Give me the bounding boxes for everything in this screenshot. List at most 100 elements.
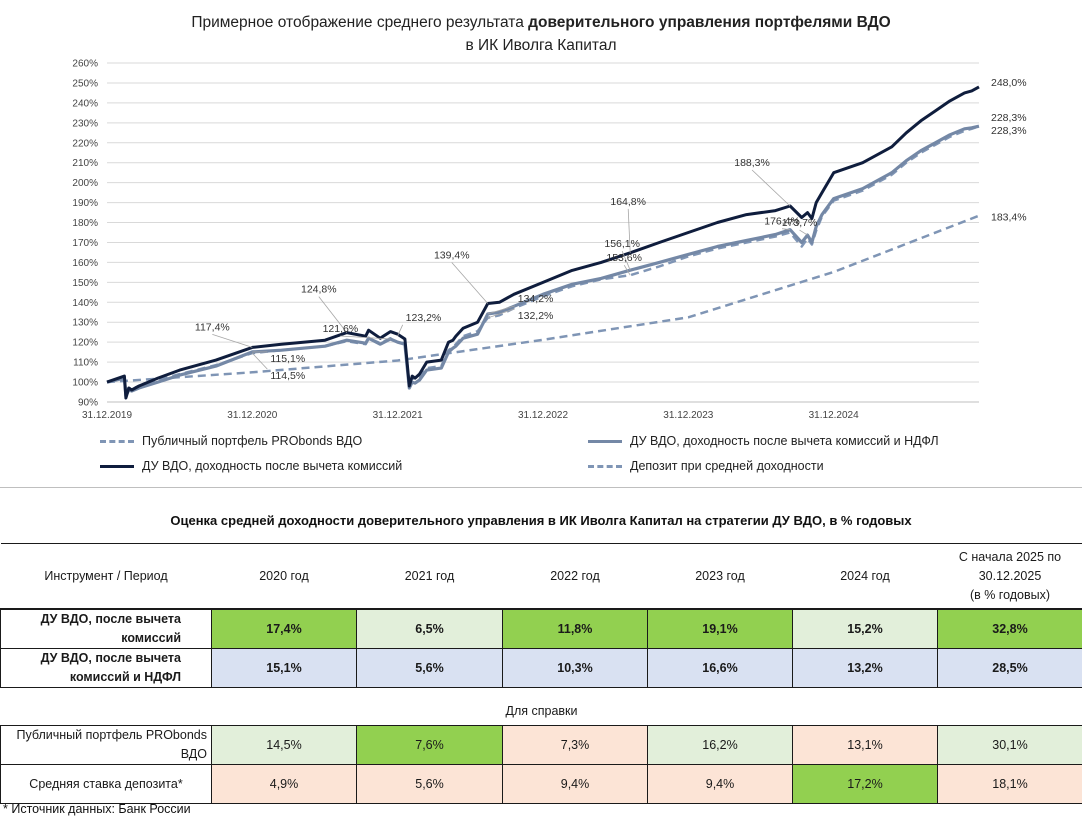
value-cell: 11,8% bbox=[502, 608, 648, 649]
value-cell: 9,4% bbox=[647, 764, 793, 804]
header-period: 2023 год bbox=[647, 543, 793, 610]
returns-table: Инструмент / Период 2020 год 2021 год 20… bbox=[0, 543, 1082, 804]
value-cell: 16,6% bbox=[647, 648, 793, 688]
chart-area: Примерное отображение среднего результат… bbox=[0, 14, 1082, 488]
annotation-leader bbox=[340, 335, 391, 340]
value-cell: 13,1% bbox=[792, 725, 938, 765]
legend-swatch bbox=[100, 439, 134, 443]
table-row: Публичный портфель PRObonds ВДО 14,5% 7,6… bbox=[0, 725, 1082, 765]
header-instrument: Инструмент / Период bbox=[0, 543, 212, 610]
y-tick-label: 190% bbox=[72, 198, 98, 209]
data-label: 228,3% bbox=[991, 125, 1027, 137]
legend-label: Депозит при средней доходности bbox=[630, 459, 824, 473]
y-tick-label: 260% bbox=[72, 59, 98, 70]
row-label: Средняя ставка депозита* bbox=[0, 764, 212, 804]
x-tick-label: 31.12.2022 bbox=[518, 410, 568, 421]
chart-title-line-2: в ИК Иволга Капитал bbox=[465, 37, 617, 54]
legend-label: ДУ ВДО, доходность после вычета комиссий… bbox=[630, 434, 939, 448]
x-tick-label: 31.12.2024 bbox=[809, 410, 859, 421]
data-label: 115,1% bbox=[270, 353, 305, 365]
header-ytd-line: С начала 2025 по bbox=[958, 549, 1062, 564]
header-period: 2021 год bbox=[356, 543, 503, 610]
value-cell: 7,6% bbox=[356, 725, 503, 765]
value-cell: 28,5% bbox=[937, 648, 1082, 688]
annotation-leader bbox=[487, 308, 515, 319]
value-cell: 16,2% bbox=[647, 725, 793, 765]
legend-item-public-portfolio: Публичный портфель PRObonds ВДО bbox=[100, 432, 362, 450]
y-tick-label: 130% bbox=[72, 318, 98, 329]
header-ytd-line: 30.12.2025 bbox=[978, 568, 1042, 583]
data-label: 114,5% bbox=[270, 370, 305, 382]
annotation-leader bbox=[621, 251, 631, 271]
row-label: Публичный портфель PRObonds ВДО bbox=[0, 725, 212, 765]
data-label: 228,3% bbox=[991, 112, 1027, 124]
header-ytd: С начала 2025 по 30.12.2025 (в % годовых… bbox=[937, 543, 1082, 610]
value-cell: 30,1% bbox=[937, 725, 1082, 765]
row-label: ДУ ВДО, после вычета комиссий bbox=[0, 608, 212, 649]
legend-item-du-after-fees: ДУ ВДО, доходность после вычета комиссий bbox=[100, 457, 402, 475]
annotation-leader bbox=[451, 262, 489, 304]
y-tick-label: 160% bbox=[72, 258, 98, 269]
annotation-leader bbox=[782, 228, 791, 231]
legend-swatch bbox=[100, 464, 134, 468]
value-cell: 18,1% bbox=[937, 764, 1082, 804]
data-label: 173,7% bbox=[782, 217, 818, 229]
header-period: 2022 год bbox=[502, 543, 648, 610]
table-row: ДУ ВДО, после вычета комиссий и НДФЛ 15,1… bbox=[0, 648, 1082, 688]
y-tick-label: 140% bbox=[72, 298, 98, 309]
value-cell: 13,2% bbox=[792, 648, 938, 688]
series-line bbox=[106, 214, 980, 384]
annotation-leader bbox=[623, 264, 631, 276]
header-ytd-line: (в % годовых) bbox=[969, 587, 1051, 602]
annotation-leader bbox=[212, 333, 253, 348]
value-cell: 6,5% bbox=[356, 608, 503, 649]
y-tick-label: 250% bbox=[72, 78, 98, 89]
annotation-leader bbox=[627, 208, 631, 253]
data-label: 123,2% bbox=[406, 312, 442, 324]
y-tick-label: 230% bbox=[72, 118, 98, 129]
value-cell: 17,2% bbox=[792, 764, 938, 804]
legend-item-du-after-fees-and-tax: ДУ ВДО, доходность после вычета комиссий… bbox=[588, 432, 939, 450]
annotation-leader bbox=[397, 324, 404, 336]
legend-item-deposit: Депозит при средней доходности bbox=[588, 457, 824, 475]
data-label: 153,6% bbox=[606, 252, 642, 264]
reference-label-row: Для справки bbox=[0, 687, 1082, 726]
chart-title-line-1: Примерное отображение среднего результат… bbox=[191, 14, 891, 31]
table-row: ДУ ВДО, после вычета комиссий 17,4% 6,5% … bbox=[0, 608, 1082, 649]
data-label: 183,4% bbox=[991, 212, 1027, 224]
value-cell: 19,1% bbox=[647, 608, 793, 649]
legend-label: Публичный портфель PRObonds ВДО bbox=[142, 434, 363, 448]
annotation-leader bbox=[799, 229, 808, 236]
value-cell: 9,4% bbox=[502, 764, 648, 804]
row-label: ДУ ВДО, после вычета комиссий и НДФЛ bbox=[0, 648, 212, 688]
y-tick-label: 90% bbox=[78, 398, 98, 409]
data-label: 139,4% bbox=[434, 249, 470, 261]
table-header-row: Инструмент / Период 2020 год 2021 год 20… bbox=[0, 543, 1082, 610]
data-label: 188,3% bbox=[734, 157, 770, 169]
value-cell: 15,2% bbox=[792, 608, 938, 649]
reference-label: Для справки bbox=[0, 687, 1082, 726]
line-chart: 90% 100% 110% 120% 130% 140% 150% 160% 170% 180% 1… bbox=[72, 59, 1027, 422]
y-tick-label: 150% bbox=[72, 278, 98, 289]
x-tick-label: 31.12.2023 bbox=[663, 410, 713, 421]
value-cell: 14,5% bbox=[211, 725, 357, 765]
y-tick-label: 220% bbox=[72, 138, 98, 149]
value-cell: 5,6% bbox=[356, 764, 503, 804]
data-label: 121,6% bbox=[323, 323, 359, 335]
x-tick-label: 31.12.2021 bbox=[373, 410, 423, 421]
footnote: * Источник данных: Банк России bbox=[3, 802, 191, 816]
legend-swatch bbox=[588, 439, 622, 443]
annotation-leader bbox=[487, 305, 515, 315]
y-tick-label: 120% bbox=[72, 338, 98, 349]
y-tick-label: 240% bbox=[72, 98, 98, 109]
value-cell: 10,3% bbox=[502, 648, 648, 688]
data-label: 156,1% bbox=[604, 238, 640, 250]
legend-swatch bbox=[588, 464, 622, 468]
x-tick-label: 31.12.2019 bbox=[82, 410, 132, 421]
y-tick-label: 100% bbox=[72, 378, 98, 389]
data-label: 164,8% bbox=[610, 196, 646, 208]
data-label: 176,4% bbox=[764, 216, 800, 228]
y-tick-label: 170% bbox=[72, 238, 98, 249]
value-cell: 17,4% bbox=[211, 608, 357, 649]
value-cell: 32,8% bbox=[937, 608, 1082, 649]
